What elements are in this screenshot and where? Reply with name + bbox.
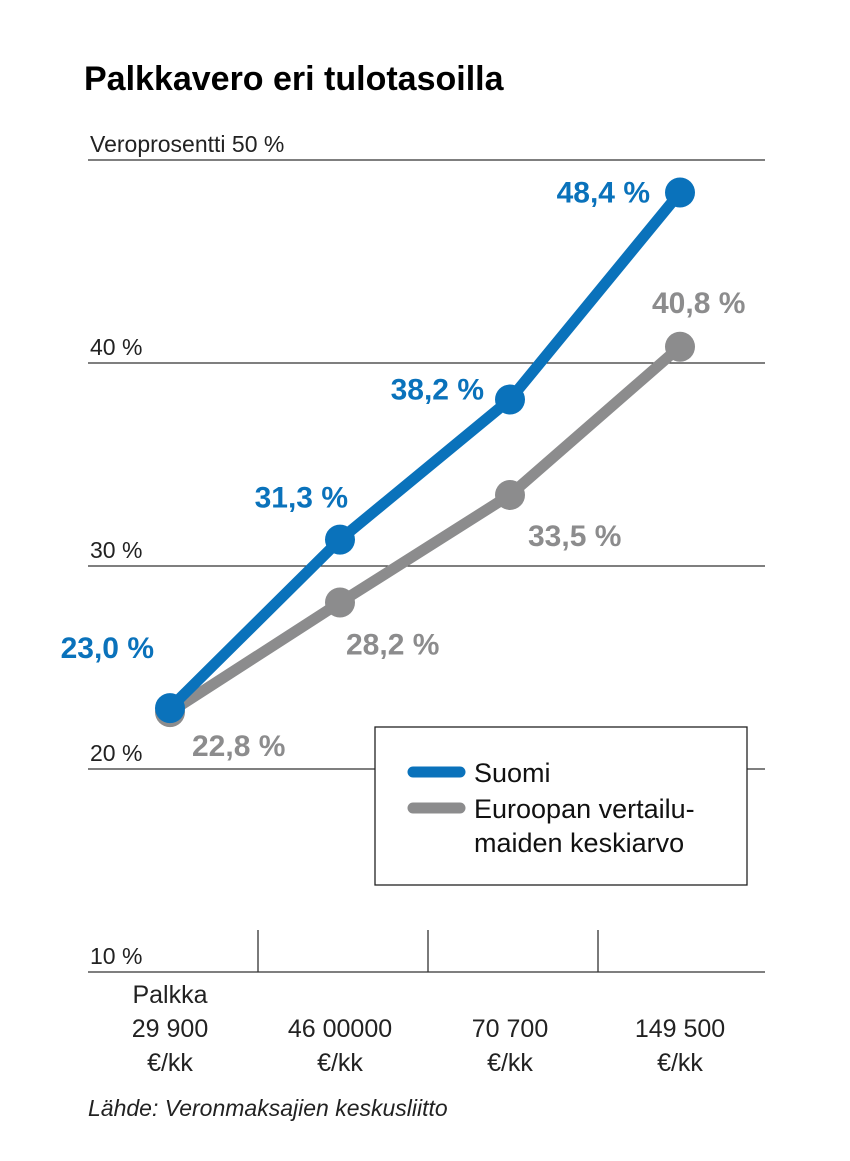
- data-point: [495, 479, 525, 510]
- y-tick-label: 30 %: [90, 537, 142, 563]
- x-tick-label: 29 900: [132, 1015, 208, 1043]
- x-tick-label: €/kk: [317, 1049, 363, 1077]
- data-label: 23,0 %: [61, 632, 154, 665]
- legend: Suomi Euroopan vertailu-maiden keskiarvo: [374, 726, 748, 886]
- legend-label: Suomi: [474, 758, 551, 788]
- data-labels: 23,0 % 31,3 % 38,2 % 48,4 % 22,8 % 28,2 % 33,5…: [61, 176, 746, 763]
- y-tick-label: 20 %: [90, 740, 142, 766]
- data-point: [325, 587, 355, 618]
- x-axis-labels: Palkka 29 900 €/kk 46 00000 €/kk 70 700 €/kk 14…: [132, 981, 725, 1077]
- y-tick-label: Veroprosentti 50 %: [90, 131, 284, 157]
- x-tick-label: €/kk: [487, 1049, 533, 1077]
- data-label: 28,2 %: [346, 629, 439, 662]
- data-point: [665, 177, 695, 208]
- data-point: [325, 524, 355, 555]
- x-tick-label: 149 500: [635, 1015, 725, 1043]
- data-label: 33,5 %: [528, 520, 621, 553]
- x-tick-label: €/kk: [147, 1049, 193, 1077]
- x-tick-label: Palkka: [132, 981, 207, 1009]
- y-tick-label: 10 %: [90, 943, 142, 969]
- data-label: 38,2 %: [391, 374, 484, 407]
- series-line-eurooppa: [164, 341, 686, 718]
- data-label: 48,4 %: [557, 176, 650, 209]
- data-label: 22,8 %: [192, 730, 285, 763]
- x-tick-label: €/kk: [657, 1049, 703, 1077]
- source-note: Lähde: Veronmaksajien keskusliitto: [88, 1095, 448, 1121]
- data-point: [155, 693, 185, 724]
- series-lines: [155, 177, 695, 728]
- series-line-suomi: [164, 186, 686, 714]
- y-axis-labels: Veroprosentti 50 % 40 % 30 % 20 % 10 %: [90, 131, 284, 969]
- legend-label: Euroopan vertailu-: [474, 794, 695, 824]
- data-label: 40,8 %: [652, 287, 745, 320]
- x-tick-label: 46 00000: [288, 1015, 392, 1043]
- data-point: [495, 384, 525, 415]
- data-label: 31,3 %: [255, 482, 348, 515]
- chart-title: Palkkavero eri tulotasoilla: [84, 60, 505, 98]
- legend-label: maiden keskiarvo: [474, 828, 684, 858]
- y-tick-label: 40 %: [90, 334, 142, 360]
- x-tick-label: 70 700: [472, 1015, 548, 1043]
- data-point: [665, 331, 695, 362]
